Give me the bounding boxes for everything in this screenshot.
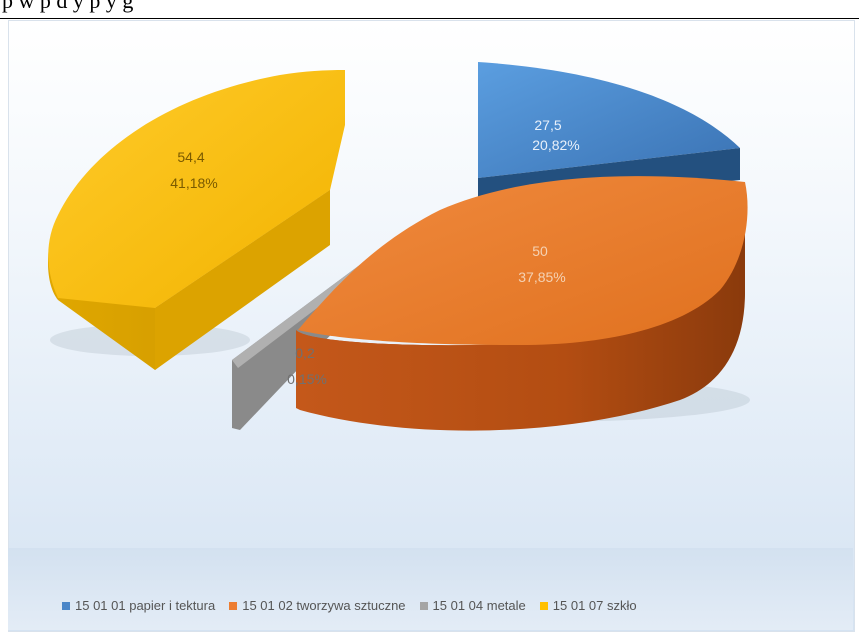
legend-label: 15 01 02 tworzywa sztuczne	[242, 598, 406, 613]
label-tworzywa-value: 50	[532, 243, 548, 259]
legend-item-szklo: 15 01 07 szkło	[539, 598, 637, 613]
legend-band	[8, 548, 853, 630]
label-papier-percent: 20,82%	[532, 137, 579, 153]
slice-szklo	[47, 70, 345, 370]
label-szklo-percent: 41,18%	[170, 175, 217, 191]
label-tworzywa-percent: 37,85%	[518, 269, 565, 285]
header-underline	[0, 18, 859, 19]
slice-tworzywa-sztuczne	[296, 176, 748, 431]
legend-label: 15 01 07 szkło	[552, 598, 637, 613]
legend: 15 01 01 papier i tektura 15 01 02 tworz…	[62, 598, 637, 613]
page-header-strip: p w p d y p y g	[0, 0, 859, 20]
cropped-heading-text: p w p d y p y g	[2, 0, 134, 13]
legend-swatch-yellow	[539, 601, 548, 610]
legend-label: 15 01 04 metale	[432, 598, 526, 613]
legend-swatch-blue	[62, 601, 70, 610]
label-metale-percent: 0,15%	[287, 371, 327, 387]
legend-item-metale: 15 01 04 metale	[419, 598, 526, 613]
legend-item-tworzywa: 15 01 02 tworzywa sztuczne	[229, 598, 406, 613]
label-metale-value: 0,2	[295, 345, 315, 361]
label-papier-value: 27,5	[534, 117, 561, 133]
label-szklo-value: 54,4	[177, 149, 204, 165]
legend-swatch-gray	[419, 601, 428, 610]
legend-label: 15 01 01 papier i tektura	[75, 598, 216, 613]
legend-swatch-orange	[229, 601, 238, 610]
legend-item-papier: 15 01 01 papier i tektura	[62, 598, 215, 613]
